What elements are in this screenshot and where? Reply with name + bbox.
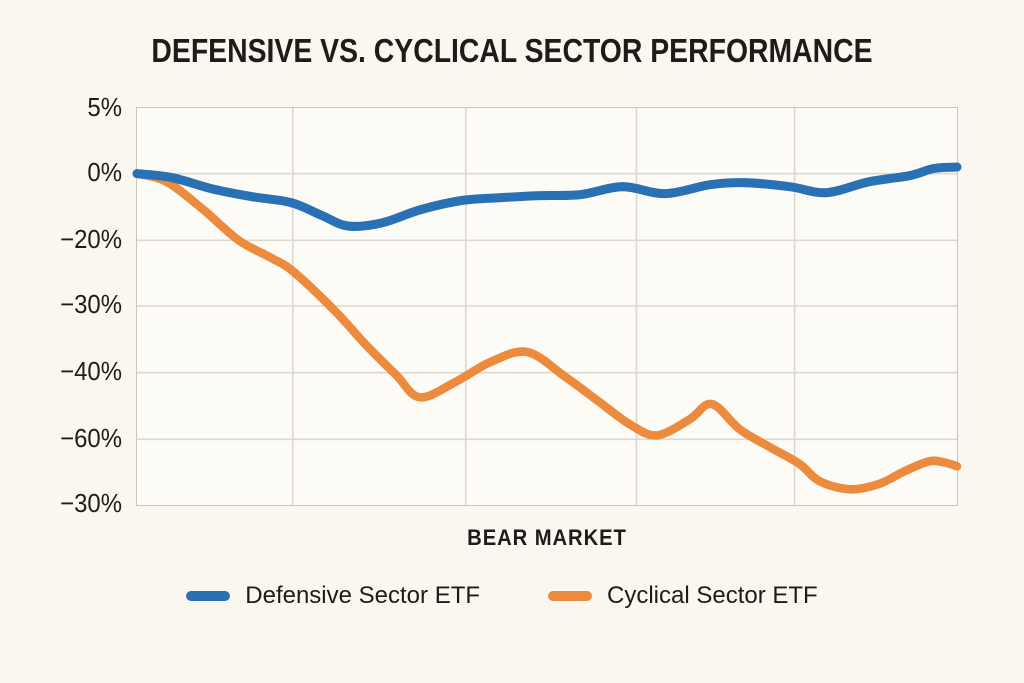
legend-label-cyclical: Cyclical Sector ETF	[607, 582, 818, 609]
y-tick-label: 5%	[87, 92, 122, 122]
x-axis-label: BEAR MARKET	[467, 525, 627, 550]
y-axis: 5% 0% −20% −30% −40% −60% −30%	[0, 94, 122, 516]
cyclical-line-swatch	[548, 591, 593, 601]
y-tick-label: −40%	[60, 356, 122, 386]
y-tick-label: −30%	[60, 488, 122, 518]
defensive-line	[132, 162, 962, 231]
chart-title: DEFENSIVE VS. CYCLICAL SECTOR PERFORMANC…	[151, 32, 873, 69]
y-tick-label: −20%	[60, 223, 122, 254]
y-tick-label: −60%	[60, 422, 122, 453]
legend: Defensive Sector ETF Cyclical Sector ETF	[0, 582, 1004, 610]
line-chart	[132, 108, 962, 505]
legend-label-defensive: Defensive Sector ETF	[245, 582, 481, 609]
y-tick-label: −30%	[60, 289, 122, 320]
legend-item-cyclical: Cyclical Sector ETF	[548, 582, 818, 610]
y-tick-label: 0%	[87, 157, 122, 188]
legend-item-defensive: Defensive Sector ETF	[186, 582, 480, 610]
cyclical-line	[132, 169, 962, 494]
defensive-line-swatch	[186, 591, 231, 601]
plot-area	[132, 107, 962, 506]
